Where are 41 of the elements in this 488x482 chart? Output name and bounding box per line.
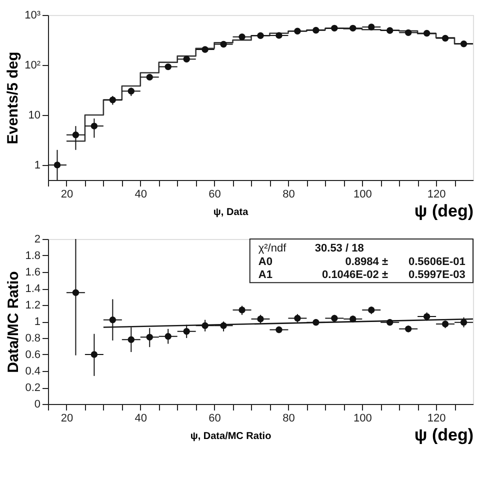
y-tick-label: 10 <box>28 109 40 122</box>
annotation: χ²/ndf <box>258 242 288 255</box>
annotation: 0.1046E-02 ± <box>322 269 388 281</box>
x-tick-label: 40 <box>134 412 148 424</box>
x-tick-label: 80 <box>282 412 295 424</box>
y-tick-label: 10³ <box>24 10 41 22</box>
annotation: 0.5606E-01 <box>408 256 466 268</box>
y-axis-title: Events/5 deg <box>4 52 22 144</box>
x-tick-label: 20 <box>60 412 74 424</box>
y-tick-label: 1.4 <box>25 283 40 295</box>
y-tick-label: 2 <box>34 234 40 246</box>
text: ψ, Data/MC Ratio <box>190 431 272 442</box>
text: ψ, Data <box>213 207 249 218</box>
x-tick-label: 60 <box>208 412 221 424</box>
annotation: A0 <box>258 256 272 268</box>
annotation: 0.5997E-03 <box>408 269 466 281</box>
y-tick-label: 0.8 <box>25 332 40 344</box>
y-tick-label: 1 <box>34 316 40 328</box>
annotation: 30.53 / 18 <box>314 242 364 255</box>
annotation: 0.8984 ± <box>345 256 388 268</box>
y-tick-label: 0.4 <box>25 366 40 378</box>
x-tick-label: 120 <box>427 412 446 424</box>
y-tick-label: 10² <box>24 59 41 72</box>
y-tick-label: 1 <box>34 159 40 172</box>
x-tick-label: 20 <box>60 188 74 200</box>
x-tick-label: 60 <box>208 188 221 200</box>
y-tick-label: 1.6 <box>25 266 40 278</box>
annotation: A1 <box>258 269 272 281</box>
y-tick-label: 1.8 <box>25 250 40 262</box>
x-tick-label: 100 <box>353 188 372 200</box>
y-tick-label: 1.2 <box>25 300 40 312</box>
x-tick-label: 40 <box>134 188 148 200</box>
y-tick-label: 0 <box>34 398 40 410</box>
x-tick-label: 100 <box>353 412 372 424</box>
x-axis-title: ψ (deg) <box>414 426 474 444</box>
x-axis-title: ψ (deg) <box>414 202 474 220</box>
x-tick-label: 80 <box>282 188 295 200</box>
y-axis-title: Data/MC Ratio <box>5 271 22 373</box>
x-tick-label: 120 <box>427 188 446 200</box>
y-tick-label: 0.2 <box>25 382 40 394</box>
y-tick-label: 0.6 <box>25 349 40 361</box>
